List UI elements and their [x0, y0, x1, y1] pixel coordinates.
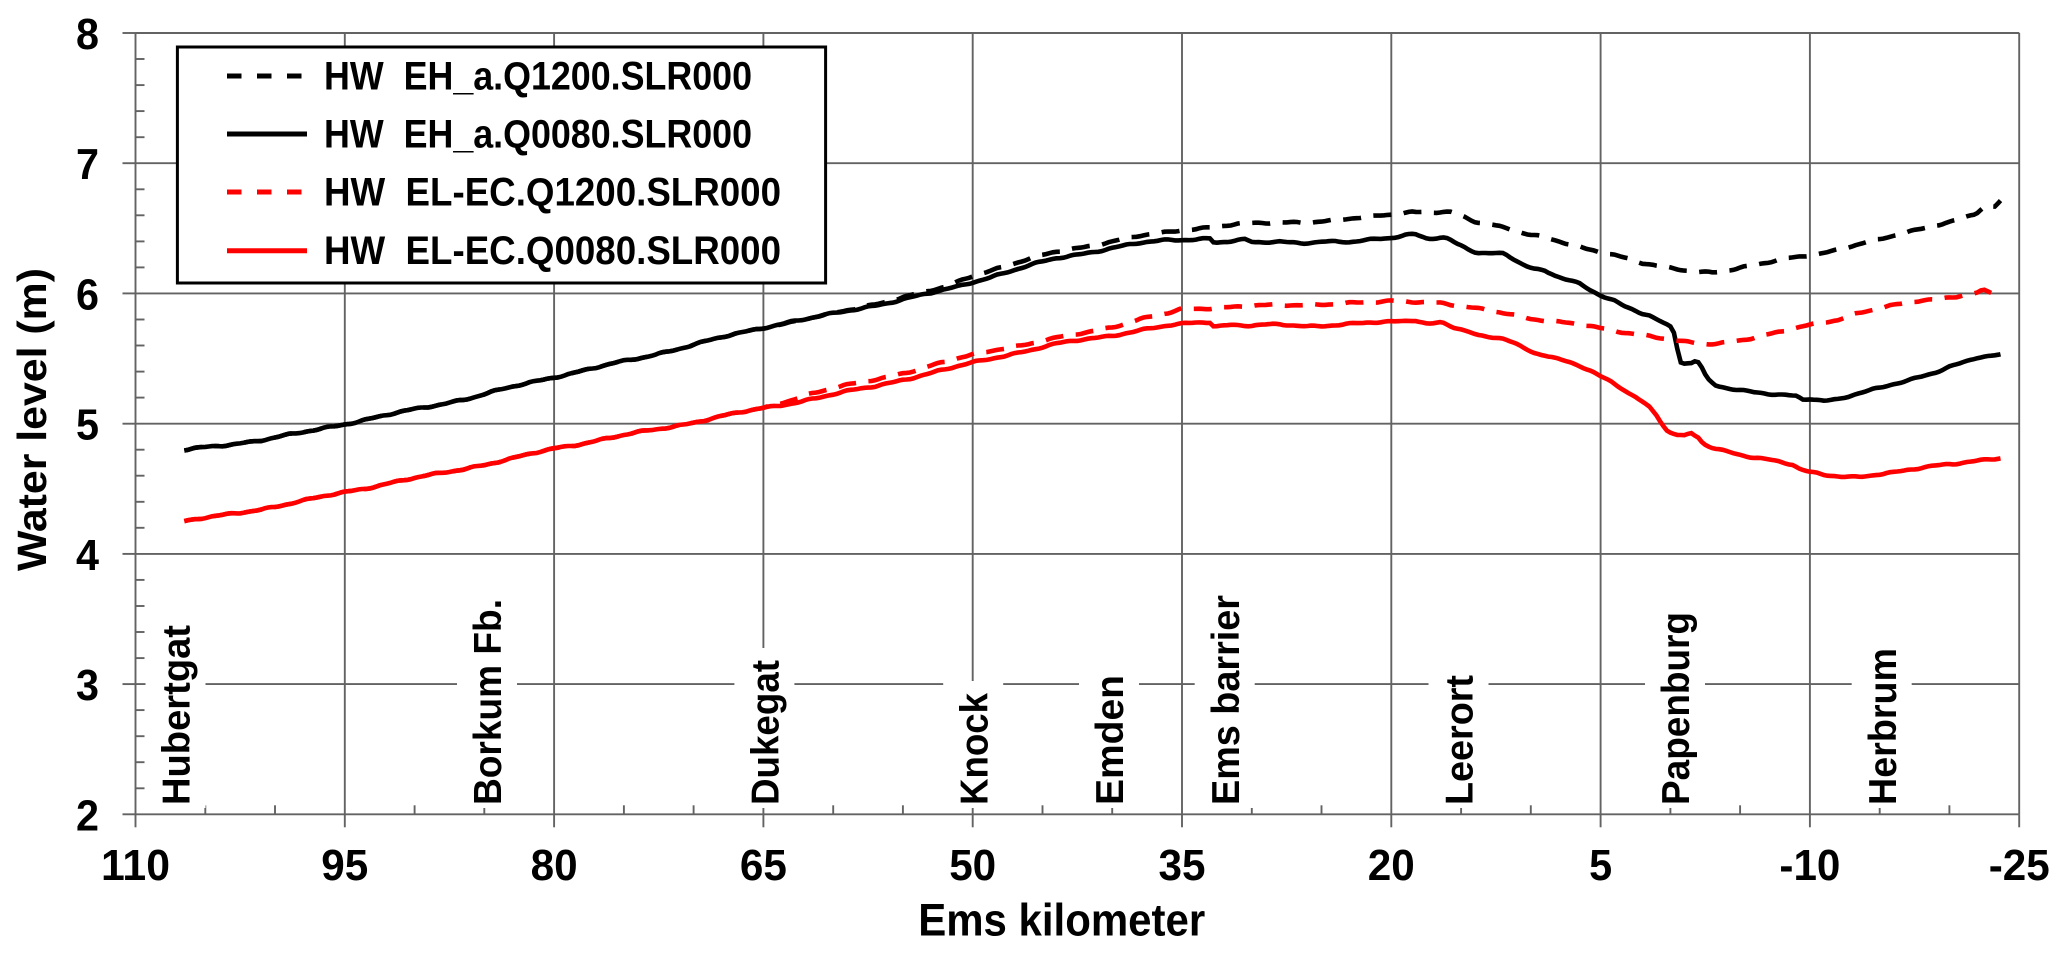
- svg-text:Emden: Emden: [1089, 675, 1132, 805]
- svg-text:5: 5: [76, 401, 99, 450]
- svg-text:HW EH_a.Q0080.SLR000: HW EH_a.Q0080.SLR000: [324, 113, 752, 157]
- svg-text:Dukegat: Dukegat: [745, 660, 788, 805]
- svg-text:Ems barrier: Ems barrier: [1205, 595, 1248, 805]
- svg-text:Papenburg: Papenburg: [1655, 612, 1698, 805]
- svg-text:HW EL-EC.Q1200.SLR000: HW EL-EC.Q1200.SLR000: [324, 171, 781, 215]
- svg-text:Leerort: Leerort: [1439, 675, 1482, 805]
- svg-text:65: 65: [740, 841, 787, 890]
- svg-text:Borkum Fb.: Borkum Fb.: [467, 599, 510, 805]
- svg-text:50: 50: [949, 841, 996, 890]
- svg-text:7: 7: [76, 140, 99, 189]
- svg-text:5: 5: [1589, 841, 1612, 890]
- svg-text:-25: -25: [1989, 841, 2050, 890]
- svg-text:80: 80: [531, 841, 578, 890]
- svg-text:Ems kilometer: Ems kilometer: [918, 895, 1205, 946]
- svg-text:20: 20: [1368, 841, 1415, 890]
- svg-text:4: 4: [76, 531, 99, 580]
- svg-text:Water level (m): Water level (m): [9, 268, 55, 571]
- svg-text:35: 35: [1159, 841, 1206, 890]
- svg-text:2: 2: [76, 791, 99, 840]
- svg-text:Hubertgat: Hubertgat: [156, 625, 199, 805]
- svg-text:Herbrum: Herbrum: [1862, 648, 1905, 805]
- svg-text:95: 95: [321, 841, 368, 890]
- svg-text:8: 8: [76, 10, 99, 59]
- svg-text:110: 110: [101, 841, 170, 890]
- svg-text:-10: -10: [1779, 841, 1840, 890]
- svg-text:3: 3: [76, 661, 99, 710]
- svg-text:Knock: Knock: [953, 693, 996, 805]
- svg-text:HW EH_a.Q1200.SLR000: HW EH_a.Q1200.SLR000: [324, 55, 752, 99]
- svg-text:HW EL-EC.Q0080.SLR000: HW EL-EC.Q0080.SLR000: [324, 229, 781, 273]
- svg-text:6: 6: [76, 270, 99, 319]
